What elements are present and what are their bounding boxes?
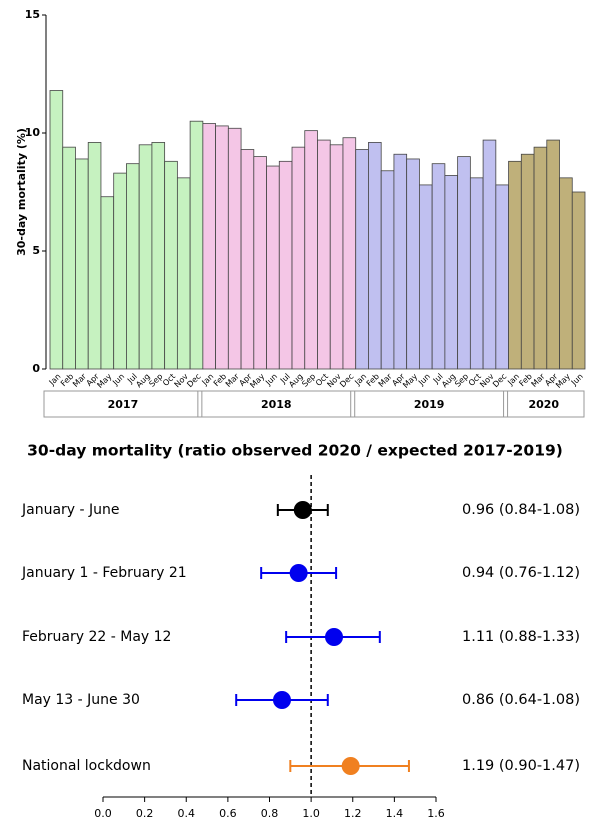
estimate-label: 1.11 (0.88-1.33) — [462, 629, 580, 645]
year-label: 2017 — [108, 398, 139, 411]
bar — [100, 196, 115, 370]
bar — [546, 139, 560, 370]
x-tick-label: 1.4 — [386, 807, 404, 820]
row-label: January 1 - February 21 — [21, 565, 187, 581]
bar — [75, 158, 89, 370]
x-tick-label: Jun — [416, 372, 432, 388]
bar — [469, 177, 484, 370]
x-tick-label: 0.4 — [178, 807, 196, 820]
y-tick-label: 10 — [25, 126, 41, 139]
row-label: May 13 - June 30 — [22, 692, 140, 708]
x-tick-label: 0.8 — [261, 807, 279, 820]
bar — [495, 184, 509, 370]
bar — [304, 130, 318, 370]
bar — [202, 123, 216, 370]
x-tick-label: 0.2 — [136, 807, 154, 820]
bar — [406, 158, 420, 370]
x-tick-label: 1.0 — [302, 807, 320, 820]
bar — [266, 165, 280, 370]
x-tick-label: Jun — [569, 372, 585, 388]
bar — [571, 191, 586, 370]
bar — [380, 170, 395, 370]
point-estimate — [289, 564, 308, 582]
bar — [508, 160, 522, 370]
bar — [126, 163, 140, 370]
y-tick-label: 15 — [25, 8, 40, 21]
bar — [355, 149, 369, 370]
point-estimate — [325, 628, 344, 646]
y-axis-label: 30-day mortality (%) — [15, 128, 28, 256]
bar — [151, 142, 166, 370]
x-tick-label: 0.0 — [94, 807, 112, 820]
x-tick-label: 1.2 — [344, 807, 362, 820]
bar — [431, 163, 446, 370]
bar — [62, 146, 76, 370]
bar — [227, 127, 242, 370]
point-estimate — [293, 501, 312, 519]
year-box — [503, 390, 585, 418]
bar — [49, 90, 64, 370]
bar — [533, 146, 548, 370]
estimate-label: 1.19 (0.90-1.47) — [462, 758, 580, 774]
bar — [278, 160, 293, 370]
bar — [342, 137, 357, 370]
year-box — [350, 390, 509, 418]
year-box — [43, 390, 203, 418]
estimate-label: 0.96 (0.84-1.08) — [462, 502, 580, 518]
year-box — [197, 390, 356, 418]
estimate-label: 0.94 (0.76-1.12) — [462, 565, 580, 581]
forest-title: 30-day mortality (ratio observed 2020 / … — [27, 442, 563, 460]
bar — [113, 172, 127, 370]
bar — [329, 144, 344, 370]
bar — [253, 156, 267, 370]
bar — [419, 184, 433, 370]
bar — [393, 153, 408, 370]
y-tick-label: 0 — [32, 362, 40, 375]
bar — [317, 139, 331, 370]
bar — [87, 142, 102, 370]
bar — [482, 139, 497, 370]
bar — [164, 160, 178, 370]
year-label: 2019 — [414, 398, 445, 411]
bar — [138, 144, 153, 370]
row-label: National lockdown — [22, 758, 151, 774]
bar — [368, 142, 382, 370]
bar — [457, 156, 471, 370]
bar — [240, 149, 255, 370]
row-label: February 22 - May 12 — [22, 629, 171, 645]
bar — [291, 146, 306, 370]
bar — [559, 177, 573, 370]
estimate-label: 0.86 (0.64-1.08) — [462, 692, 580, 708]
bar — [189, 120, 204, 370]
point-estimate — [341, 757, 360, 775]
bar — [444, 175, 459, 370]
row-label: January - June — [21, 502, 120, 518]
year-label: 2018 — [261, 398, 292, 411]
x-tick-label: Jun — [110, 372, 126, 388]
point-estimate — [272, 691, 291, 709]
x-tick-label: 0.6 — [219, 807, 237, 820]
bar — [176, 177, 191, 370]
x-tick-label: 1.6 — [427, 807, 445, 820]
y-tick-label: 5 — [32, 244, 40, 257]
bar — [520, 153, 535, 370]
x-tick-label: Jun — [263, 372, 279, 388]
year-label: 2020 — [528, 398, 559, 411]
bar — [215, 125, 229, 370]
